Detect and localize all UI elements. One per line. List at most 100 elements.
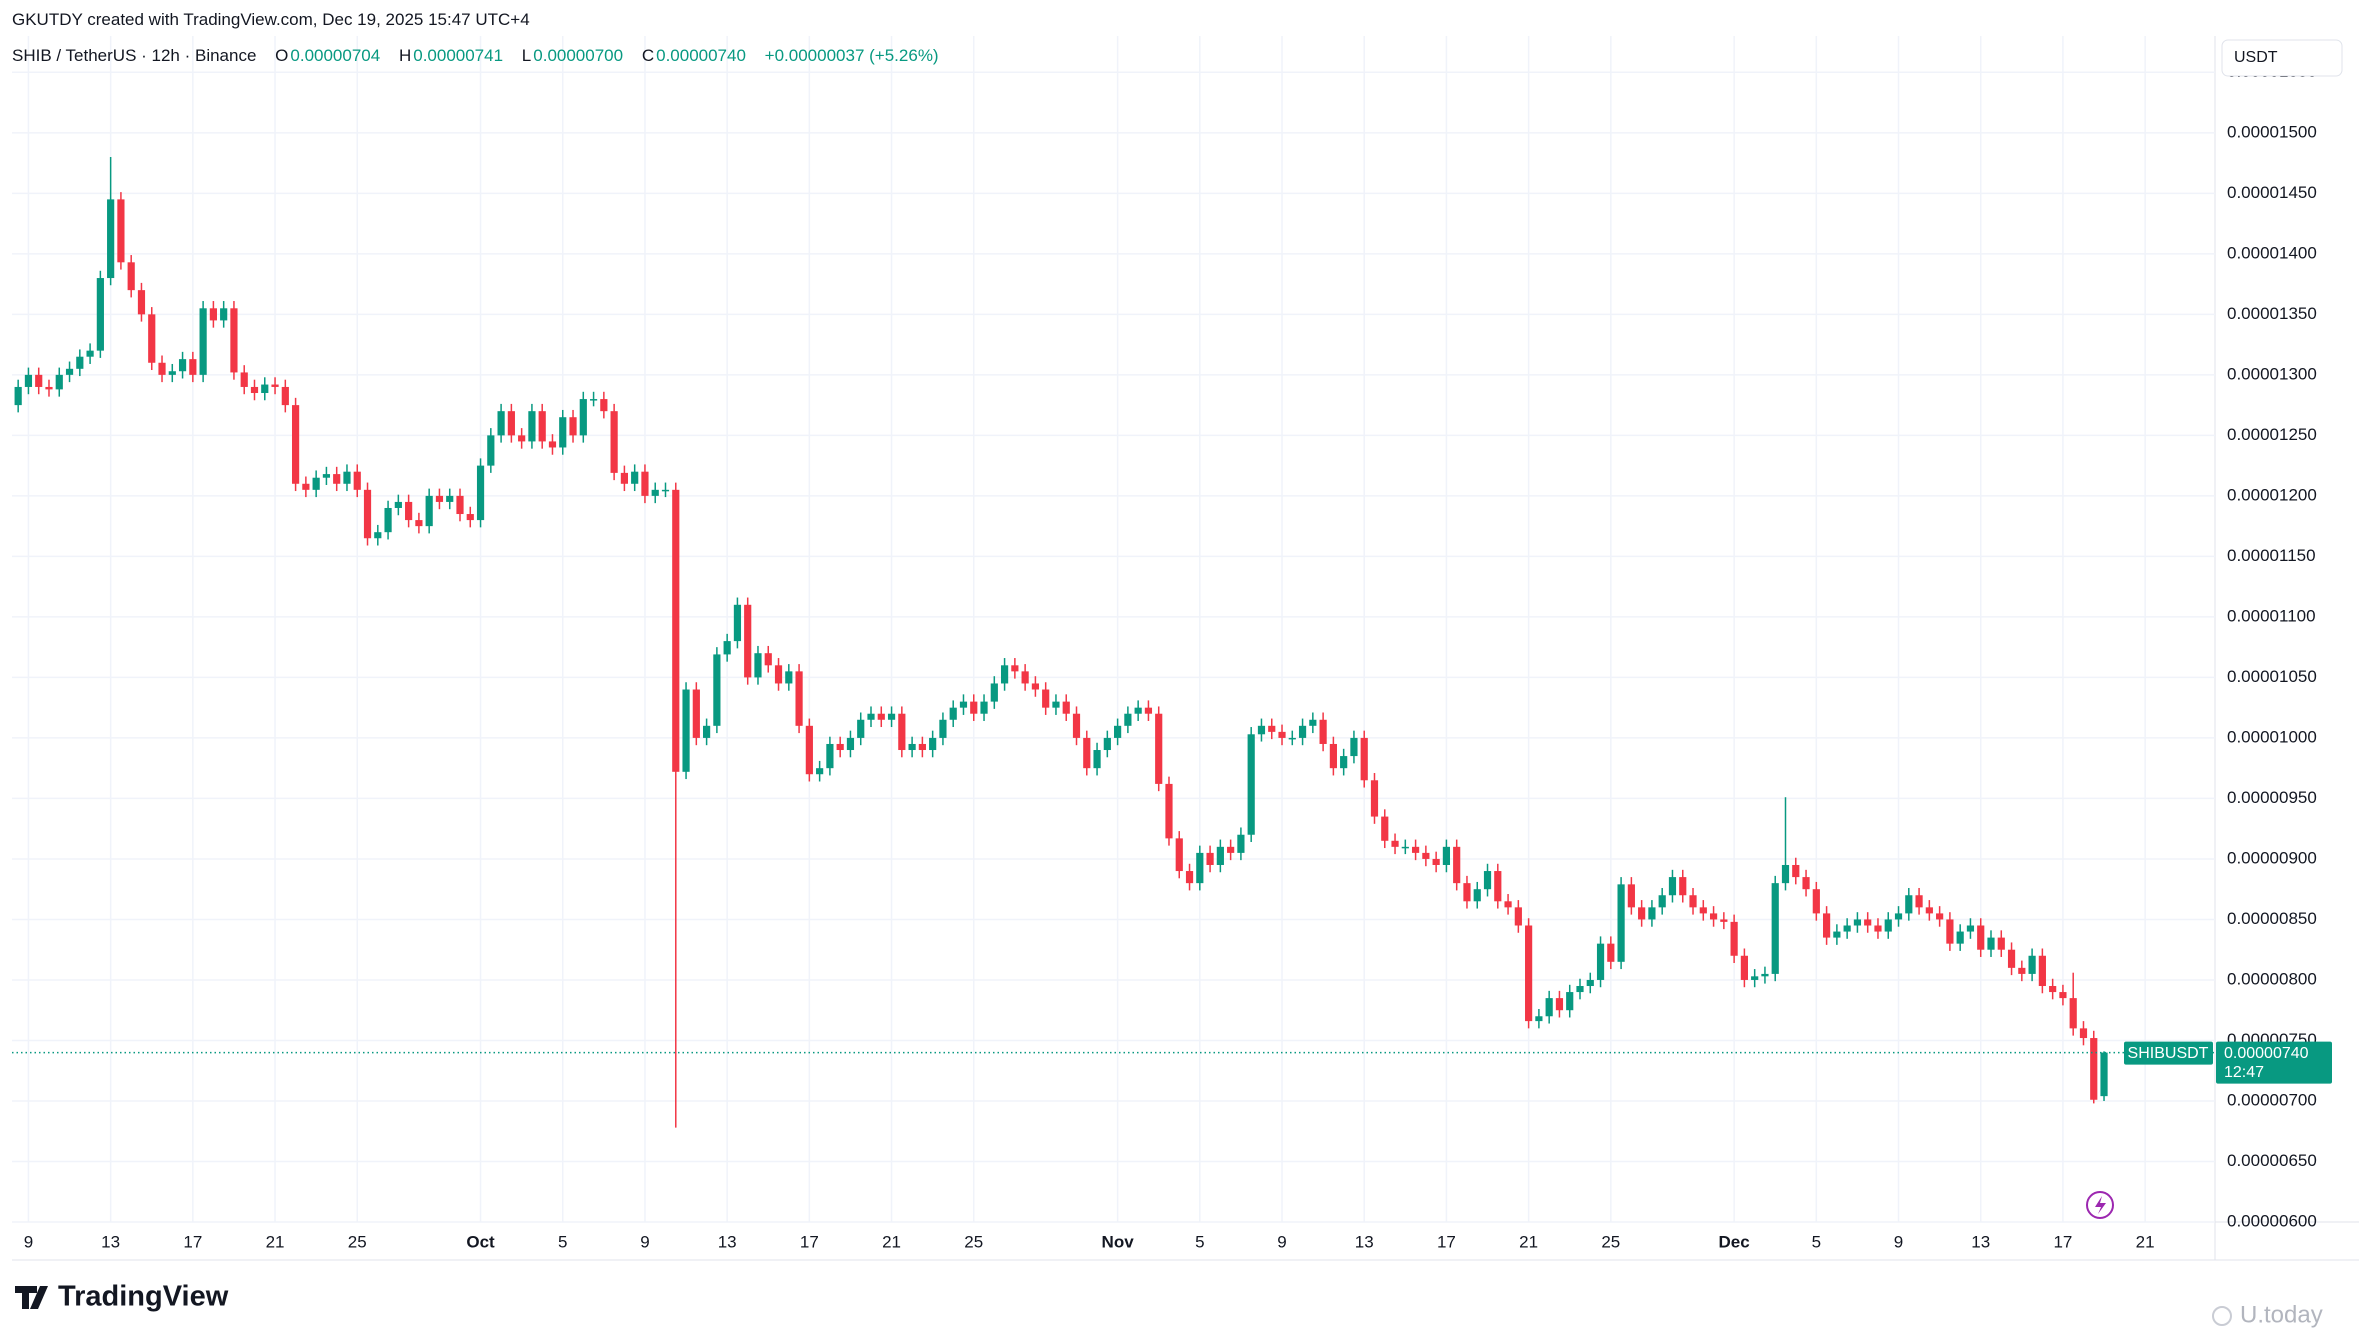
y-tick-label: 0.00001150 — [2227, 546, 2316, 565]
x-tick-label: 21 — [1519, 1232, 1538, 1251]
candle-body — [1360, 737, 1368, 781]
candle-body — [528, 411, 536, 442]
candle-body — [302, 483, 310, 490]
x-tick-label: 17 — [800, 1232, 819, 1251]
candle-body — [1761, 973, 1769, 977]
candle-body — [1093, 750, 1101, 769]
candle-body — [394, 501, 402, 508]
candle-body — [1607, 943, 1615, 962]
candle-body — [1494, 871, 1502, 902]
candle-body — [1165, 783, 1173, 839]
countdown: 12:47 — [2224, 1064, 2264, 1081]
candle-body — [1792, 864, 1800, 878]
candle-body — [1977, 925, 1985, 950]
candle-body — [240, 372, 248, 387]
candle-body — [189, 359, 197, 375]
x-tick-label: 13 — [718, 1232, 737, 1251]
x-tick-label: 13 — [101, 1232, 120, 1251]
x-tick-label: 21 — [882, 1232, 901, 1251]
candle-body — [1288, 737, 1296, 740]
candle-body — [774, 665, 783, 684]
candle-body — [158, 362, 166, 375]
candle-body — [898, 713, 906, 751]
x-tick-label: 17 — [1437, 1232, 1456, 1251]
symbol-title[interactable]: SHIB / TetherUS · 12h · Binance — [12, 46, 257, 65]
candle-body — [1576, 986, 1584, 993]
candle-body — [497, 411, 505, 436]
candle-body — [1586, 979, 1594, 987]
candle-body — [559, 417, 567, 448]
candle-body — [1155, 713, 1163, 784]
candle-body — [1432, 858, 1440, 865]
candle-body — [1031, 683, 1040, 690]
candle-body — [1802, 877, 1810, 890]
candle-body — [1042, 689, 1050, 708]
candle-body — [1555, 998, 1564, 1011]
candle-body — [1956, 931, 1964, 944]
candle-body — [220, 308, 228, 321]
x-tick-label: 9 — [1277, 1232, 1286, 1251]
candle-body — [24, 374, 33, 387]
candle-body — [1011, 665, 1019, 672]
candle-body — [1247, 734, 1255, 835]
candle-body — [672, 489, 680, 772]
candle-body — [271, 384, 279, 387]
candle-body — [1894, 913, 1903, 920]
candle-body — [703, 725, 711, 738]
currency-box[interactable] — [2221, 39, 2343, 77]
candle-body — [631, 471, 639, 484]
candle-body — [230, 308, 238, 373]
candle-body — [1340, 756, 1348, 769]
candle-body — [764, 653, 772, 666]
candle-body — [1596, 943, 1605, 980]
candle-body — [415, 520, 423, 527]
candle-body — [1812, 889, 1820, 914]
candle-body — [1021, 671, 1029, 684]
candle-body — [1062, 701, 1070, 714]
candle-body — [435, 495, 444, 502]
candle-body — [949, 707, 957, 720]
logo-text[interactable]: TradingView — [58, 1281, 229, 1313]
candle-body — [1823, 913, 1831, 938]
watermark: U.today — [2240, 1301, 2323, 1328]
candle-body — [1370, 780, 1379, 817]
candle-body — [261, 384, 269, 394]
candle-body — [45, 386, 53, 390]
candle-body — [569, 417, 577, 436]
candle-body — [1689, 895, 1697, 908]
candle-body — [35, 374, 43, 387]
y-tick-label: 0.00000900 — [2227, 848, 2317, 867]
candle-body — [1103, 737, 1111, 751]
candle-body — [1329, 743, 1337, 769]
currency-label[interactable]: USDT — [2234, 49, 2278, 66]
candle-body — [1268, 725, 1276, 732]
candle-body — [1278, 731, 1286, 738]
candle-body — [14, 386, 22, 406]
candle-body — [733, 604, 742, 642]
alert-icon[interactable] — [2086, 1191, 2114, 1219]
candle-body — [1114, 725, 1122, 738]
watermark-icon — [2212, 1306, 2232, 1326]
candle-body — [1442, 846, 1451, 865]
candle-body — [990, 683, 998, 702]
candle-body — [1083, 737, 1091, 769]
candle-body — [353, 471, 361, 490]
candle-body — [446, 495, 454, 502]
candle-body — [867, 713, 875, 720]
candle-body — [641, 471, 649, 496]
x-tick-label: 5 — [1195, 1232, 1204, 1251]
symbol-box — [2124, 1041, 2213, 1065]
candle-body — [2038, 955, 2046, 987]
candle-body — [836, 743, 844, 751]
legend-key: L — [521, 46, 532, 65]
candle-body — [2100, 1052, 2108, 1097]
candle-body — [589, 399, 598, 401]
x-tick-label: 21 — [2136, 1232, 2155, 1251]
candle-body — [1504, 901, 1512, 908]
candle-body — [1473, 889, 1481, 902]
candle-body — [137, 290, 146, 315]
y-tick-label: 0.00000600 — [2227, 1211, 2317, 1230]
legend-key: H — [398, 46, 412, 65]
x-tick-label: 17 — [2053, 1232, 2072, 1251]
candle-body — [1227, 846, 1235, 853]
